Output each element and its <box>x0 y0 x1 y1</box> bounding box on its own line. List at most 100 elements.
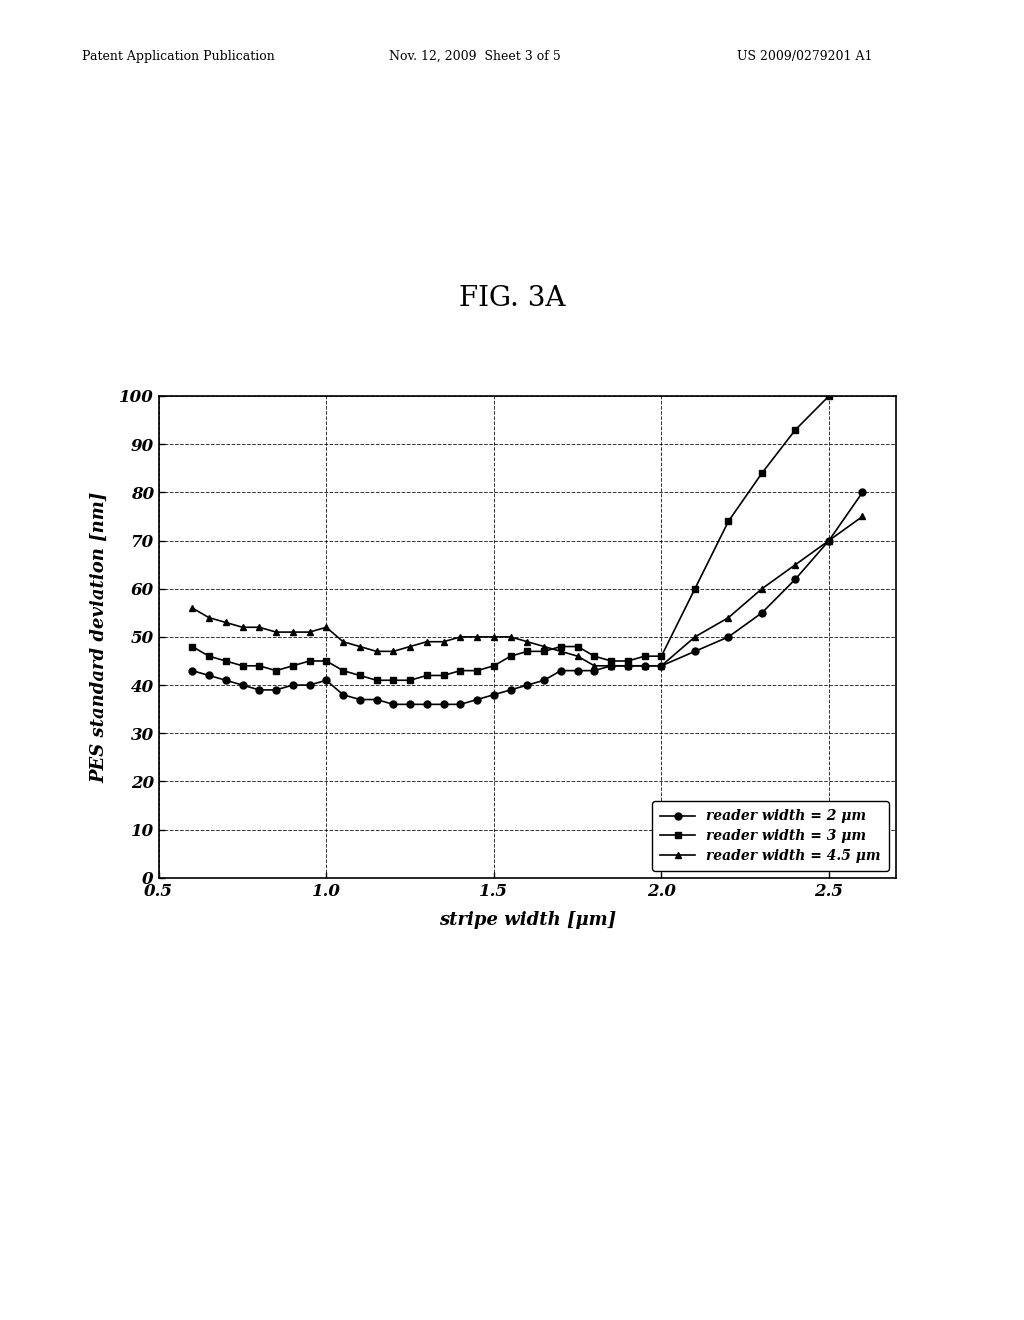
reader width = 4.5 μm <box>555 643 567 659</box>
Line: reader width = 2 μm: reader width = 2 μm <box>188 488 866 708</box>
reader width = 3 μm <box>303 653 315 669</box>
Text: US 2009/0279201 A1: US 2009/0279201 A1 <box>737 50 872 63</box>
reader width = 4.5 μm <box>521 634 534 649</box>
reader width = 3 μm <box>655 648 668 664</box>
reader width = 4.5 μm <box>455 628 467 644</box>
reader width = 3 μm <box>421 668 433 684</box>
reader width = 2 μm <box>521 677 534 693</box>
reader width = 2 μm <box>403 697 416 713</box>
reader width = 2 μm <box>387 697 399 713</box>
reader width = 4.5 μm <box>186 601 199 616</box>
reader width = 3 μm <box>538 643 550 659</box>
reader width = 2 μm <box>605 657 617 673</box>
reader width = 3 μm <box>622 653 634 669</box>
reader width = 4.5 μm <box>756 581 768 597</box>
Line: reader width = 4.5 μm: reader width = 4.5 μm <box>188 513 866 669</box>
reader width = 2 μm <box>571 663 584 678</box>
reader width = 2 μm <box>455 697 467 713</box>
reader width = 4.5 μm <box>605 657 617 673</box>
reader width = 4.5 μm <box>387 643 399 659</box>
reader width = 4.5 μm <box>790 557 802 573</box>
reader width = 3 μm <box>571 639 584 655</box>
reader width = 3 μm <box>337 663 349 678</box>
reader width = 4.5 μm <box>823 532 836 549</box>
reader width = 3 μm <box>455 663 467 678</box>
Text: FIG. 3A: FIG. 3A <box>459 285 565 312</box>
reader width = 3 μm <box>237 657 249 673</box>
reader width = 3 μm <box>437 668 450 684</box>
reader width = 3 μm <box>321 653 333 669</box>
reader width = 2 μm <box>421 697 433 713</box>
reader width = 4.5 μm <box>639 657 651 673</box>
reader width = 3 μm <box>387 672 399 688</box>
reader width = 2 μm <box>790 572 802 587</box>
reader width = 4.5 μm <box>337 634 349 649</box>
reader width = 3 μm <box>203 648 215 664</box>
reader width = 3 μm <box>287 657 299 673</box>
reader width = 2 μm <box>655 657 668 673</box>
reader width = 2 μm <box>689 643 701 659</box>
reader width = 3 μm <box>353 668 366 684</box>
reader width = 2 μm <box>437 697 450 713</box>
reader width = 2 μm <box>371 692 383 708</box>
reader width = 4.5 μm <box>203 610 215 626</box>
reader width = 4.5 μm <box>371 643 383 659</box>
reader width = 2 μm <box>756 605 768 620</box>
reader width = 4.5 μm <box>321 619 333 635</box>
reader width = 4.5 μm <box>571 648 584 664</box>
reader width = 4.5 μm <box>237 619 249 635</box>
reader width = 2 μm <box>505 682 517 698</box>
reader width = 3 μm <box>689 581 701 597</box>
reader width = 3 μm <box>403 672 416 688</box>
reader width = 4.5 μm <box>588 657 600 673</box>
reader width = 2 μm <box>237 677 249 693</box>
reader width = 2 μm <box>471 692 483 708</box>
reader width = 4.5 μm <box>655 657 668 673</box>
reader width = 3 μm <box>555 639 567 655</box>
reader width = 2 μm <box>287 677 299 693</box>
reader width = 2 μm <box>253 682 265 698</box>
Line: reader width = 3 μm: reader width = 3 μm <box>188 388 866 684</box>
reader width = 3 μm <box>471 663 483 678</box>
reader width = 2 μm <box>337 686 349 702</box>
reader width = 4.5 μm <box>471 628 483 644</box>
Text: Nov. 12, 2009  Sheet 3 of 5: Nov. 12, 2009 Sheet 3 of 5 <box>389 50 561 63</box>
reader width = 4.5 μm <box>303 624 315 640</box>
reader width = 2 μm <box>856 484 868 500</box>
reader width = 4.5 μm <box>421 634 433 649</box>
reader width = 4.5 μm <box>505 628 517 644</box>
reader width = 3 μm <box>823 388 836 404</box>
reader width = 4.5 μm <box>437 634 450 649</box>
Y-axis label: PES standard deviation [nm]: PES standard deviation [nm] <box>90 491 108 783</box>
reader width = 3 μm <box>371 672 383 688</box>
reader width = 3 μm <box>756 465 768 480</box>
reader width = 4.5 μm <box>403 639 416 655</box>
reader width = 4.5 μm <box>689 628 701 644</box>
Text: Patent Application Publication: Patent Application Publication <box>82 50 274 63</box>
reader width = 2 μm <box>538 672 550 688</box>
reader width = 2 μm <box>353 692 366 708</box>
reader width = 2 μm <box>186 663 199 678</box>
reader width = 2 μm <box>321 672 333 688</box>
reader width = 3 μm <box>186 639 199 655</box>
reader width = 4.5 μm <box>487 628 500 644</box>
reader width = 4.5 μm <box>722 610 734 626</box>
reader width = 2 μm <box>203 668 215 684</box>
reader width = 4.5 μm <box>253 619 265 635</box>
reader width = 3 μm <box>722 513 734 529</box>
reader width = 4.5 μm <box>353 639 366 655</box>
reader width = 3 μm <box>856 383 868 399</box>
reader width = 3 μm <box>790 422 802 438</box>
reader width = 2 μm <box>722 628 734 644</box>
reader width = 2 μm <box>487 686 500 702</box>
reader width = 3 μm <box>270 663 283 678</box>
reader width = 4.5 μm <box>270 624 283 640</box>
reader width = 2 μm <box>555 663 567 678</box>
reader width = 3 μm <box>588 648 600 664</box>
reader width = 3 μm <box>253 657 265 673</box>
reader width = 3 μm <box>521 643 534 659</box>
reader width = 3 μm <box>487 657 500 673</box>
reader width = 2 μm <box>303 677 315 693</box>
reader width = 2 μm <box>639 657 651 673</box>
reader width = 4.5 μm <box>538 639 550 655</box>
